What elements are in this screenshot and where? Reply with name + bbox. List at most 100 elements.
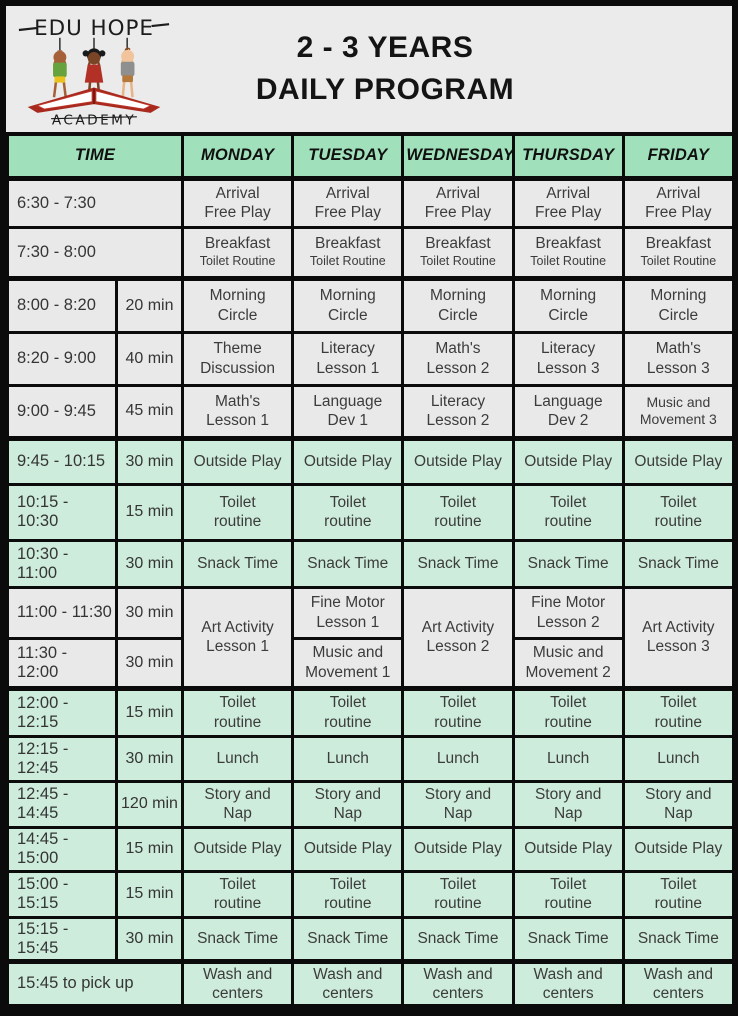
cell-wednesday: Breakfast Toilet Routine bbox=[401, 225, 515, 280]
logo-book-illustration bbox=[27, 87, 161, 113]
cell-time-range: 12:00 - 12:15 bbox=[6, 685, 118, 738]
cell-thursday: Music and Movement 2 bbox=[511, 636, 625, 690]
cell-wednesday: Toilet routine bbox=[401, 685, 515, 738]
cell-wednesday: Toilet routine bbox=[401, 482, 515, 542]
table-row: 11:00 - 11:30 30 min Art Activity Lesson… bbox=[6, 585, 735, 690]
cell-time-range: 12:15 - 12:45 bbox=[6, 734, 118, 783]
cell-monday: Arrival Free Play bbox=[180, 176, 295, 229]
cell-monday: Lunch bbox=[180, 734, 295, 783]
cell-duration: 40 min bbox=[115, 330, 184, 387]
cell-time-range: 10:15 - 10:30 bbox=[6, 482, 118, 542]
cell-friday: Toilet routine bbox=[621, 685, 735, 738]
table-row: 15:15 - 15:45 30 min Snack Time Snack Ti… bbox=[6, 915, 735, 963]
cell-thursday: Outside Play bbox=[511, 435, 625, 486]
column-header-friday: FRIDAY bbox=[621, 132, 735, 181]
cell-monday: Art Activity Lesson 1 bbox=[180, 585, 295, 690]
table-row: 10:30 - 11:00 30 min Snack Time Snack Ti… bbox=[6, 538, 735, 589]
cell-tuesday: Toilet routine bbox=[291, 685, 405, 738]
cell-wednesday: Outside Play bbox=[401, 825, 515, 873]
cell-duration: 30 min bbox=[115, 435, 184, 486]
table-row: 11:30 - 12:00 30 min Music and Movement … bbox=[6, 636, 734, 690]
activity-main: Breakfast bbox=[204, 235, 271, 253]
cell-friday: Snack Time bbox=[621, 538, 735, 589]
cell-friday: Arrival Free Play bbox=[621, 176, 735, 229]
cell-tuesday: Toilet routine bbox=[291, 482, 405, 542]
cell-tuesday: Outside Play bbox=[291, 825, 405, 873]
activity-main: Breakfast bbox=[535, 235, 601, 253]
cell-monday: Toilet routine bbox=[180, 869, 295, 919]
cell-duration: 30 min bbox=[115, 585, 184, 640]
cell-monday: Breakfast Toilet Routine bbox=[180, 225, 295, 280]
page-title: 2 - 3 YEARS DAILY PROGRAM bbox=[256, 27, 514, 111]
edu-hope-logo: EDU HOPE bbox=[16, 9, 172, 134]
cell-friday: Story and Nap bbox=[621, 779, 735, 829]
cell-thursday: Toilet routine bbox=[511, 685, 625, 738]
cell-thursday: Arrival Free Play bbox=[511, 176, 625, 229]
cell-time-range: 8:00 - 8:20 bbox=[6, 275, 118, 334]
cell-wednesday: Morning Circle bbox=[401, 275, 515, 334]
cell-friday: Lunch bbox=[621, 734, 735, 783]
cell-friday: Math's Lesson 3 bbox=[621, 330, 735, 387]
logo-academy-text: ACADEMY bbox=[52, 113, 136, 129]
cell-tuesday: Snack Time bbox=[291, 915, 405, 963]
cell-time-range: 15:45 to pick up bbox=[6, 958, 184, 1008]
logo-illustration: EDU HOPE bbox=[18, 16, 170, 129]
cell-friday: Breakfast Toilet Routine bbox=[621, 225, 735, 280]
cell-monday: Story and Nap bbox=[180, 779, 295, 829]
cell-thursday: Fine Motor Lesson 2 bbox=[511, 585, 625, 640]
cell-thursday: Toilet routine bbox=[511, 482, 625, 542]
cell-time-range: 7:30 - 8:00 bbox=[6, 225, 184, 280]
cell-monday: Snack Time bbox=[180, 915, 295, 963]
cell-thursday: Story and Nap bbox=[511, 779, 625, 829]
cell-time-range: 11:00 - 11:30 bbox=[6, 585, 118, 640]
cell-duration: 15 min bbox=[115, 482, 184, 542]
cell-tuesday: Snack Time bbox=[291, 538, 405, 589]
cell-tuesday: Lunch bbox=[291, 734, 405, 783]
cell-time-range: 14:45 - 15:00 bbox=[6, 825, 118, 873]
cell-wednesday: Snack Time bbox=[401, 915, 515, 963]
logo-wordmark: EDU HOPE bbox=[34, 16, 154, 41]
table-row: 9:00 - 9:45 45 min Math's Lesson 1 Langu… bbox=[6, 383, 735, 440]
cell-wednesday: Lunch bbox=[401, 734, 515, 783]
logo-kid-right bbox=[120, 47, 135, 98]
table-row: 7:30 - 8:00 Breakfast Toilet Routine Brea… bbox=[6, 225, 735, 280]
cell-time-range: 15:15 - 15:45 bbox=[6, 915, 118, 963]
column-header-wednesday: WEDNESDAY bbox=[401, 132, 515, 181]
cell-duration: 15 min bbox=[115, 685, 184, 738]
table-row: 15:45 to pick up Wash and centers Wash a… bbox=[6, 958, 735, 1008]
column-header-time: TIME bbox=[6, 132, 184, 181]
activity-main: Breakfast bbox=[645, 235, 712, 253]
cell-duration: 45 min bbox=[115, 383, 184, 440]
cell-wednesday: Outside Play bbox=[401, 435, 515, 486]
cell-tuesday: Literacy Lesson 1 bbox=[291, 330, 405, 387]
cell-duration: 20 min bbox=[115, 275, 184, 334]
cell-monday: Toilet routine bbox=[180, 685, 295, 738]
cell-monday: Math's Lesson 1 bbox=[180, 383, 295, 440]
cell-thursday: Wash and centers bbox=[511, 958, 625, 1008]
cell-monday: Outside Play bbox=[180, 825, 295, 873]
cell-friday: Outside Play bbox=[621, 435, 735, 486]
cell-duration: 30 min bbox=[115, 538, 184, 589]
page-title-line2: DAILY PROGRAM bbox=[255, 73, 515, 106]
cell-wednesday: Wash and centers bbox=[401, 958, 515, 1008]
cell-tuesday: Breakfast Toilet Routine bbox=[291, 225, 405, 280]
cell-duration: 15 min bbox=[115, 869, 184, 919]
cell-wednesday: Toilet routine bbox=[401, 869, 515, 919]
column-header-monday: MONDAY bbox=[180, 132, 295, 181]
activity-sub: Toilet Routine bbox=[640, 253, 717, 268]
cell-tuesday: Fine Motor Lesson 1 bbox=[291, 585, 405, 640]
cell-thursday: Language Dev 2 bbox=[511, 383, 625, 440]
cell-thursday: Literacy Lesson 3 bbox=[511, 330, 625, 387]
cell-tuesday: Morning Circle bbox=[291, 275, 405, 334]
cell-monday: Morning Circle bbox=[180, 275, 295, 334]
table-header-row: TIME MONDAY TUESDAY WEDNESDAY THURSDAY F… bbox=[6, 132, 735, 181]
cell-thursday: Lunch bbox=[511, 734, 625, 783]
cell-friday: Snack Time bbox=[621, 915, 735, 963]
cell-tuesday: Music and Movement 1 bbox=[291, 636, 405, 690]
table-row: 12:00 - 12:15 15 min Toilet routine Toil… bbox=[6, 685, 735, 738]
cell-monday: Wash and centers bbox=[180, 958, 295, 1008]
activity-sub: Toilet Routine bbox=[199, 253, 276, 268]
cell-time-range: 10:30 - 11:00 bbox=[6, 538, 118, 589]
cell-thursday: Morning Circle bbox=[511, 275, 625, 334]
